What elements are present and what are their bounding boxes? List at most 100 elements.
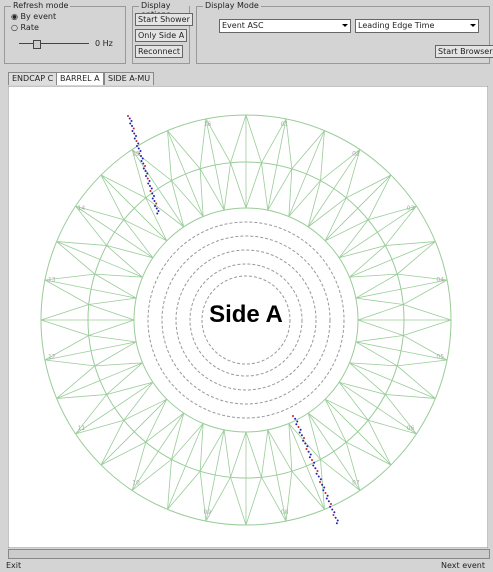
mesh-cell <box>349 241 448 299</box>
button[interactable]: Start Browser <box>435 45 493 58</box>
mesh-cell <box>100 399 185 491</box>
hit <box>305 448 308 450</box>
radio-label: Rate <box>20 23 39 32</box>
hit <box>332 514 335 516</box>
sector-label: 05 <box>436 354 444 361</box>
hit <box>146 177 149 180</box>
mesh-cell <box>355 319 452 361</box>
select[interactable]: Leading Edge Time <box>355 19 479 33</box>
mesh-cell <box>324 174 417 259</box>
button[interactable]: Reconnect <box>135 45 184 58</box>
hit <box>306 445 309 448</box>
hit <box>129 122 132 125</box>
mesh-cell <box>205 429 247 526</box>
mesh-cell <box>339 362 436 435</box>
layer <box>147 221 345 419</box>
hit <box>140 155 142 157</box>
hit <box>140 160 143 162</box>
layer <box>201 275 291 365</box>
tab[interactable]: BARREL A <box>56 72 104 85</box>
hit <box>131 130 134 132</box>
mesh-cell <box>167 423 225 522</box>
mesh-cell <box>267 423 325 522</box>
hit <box>156 212 159 215</box>
hit <box>309 453 312 456</box>
hit <box>144 170 147 172</box>
hit <box>294 417 297 420</box>
sector-label: 07 <box>352 480 360 487</box>
hit <box>319 478 322 481</box>
mesh-cell <box>131 413 204 510</box>
mesh-cell <box>131 130 204 228</box>
hit <box>319 481 321 483</box>
sector-label: 14 <box>78 205 86 212</box>
hit <box>138 152 141 155</box>
display-mode-panel: Display Mode Event ASC Leading Edge Time… <box>196 1 493 64</box>
layer <box>161 235 331 405</box>
mesh-cell <box>245 114 287 211</box>
panel-title: Refresh mode <box>11 1 71 10</box>
tab[interactable]: ENDCAP C <box>8 72 58 85</box>
mesh-cell <box>100 149 185 242</box>
hit <box>137 142 140 145</box>
hit <box>127 115 129 117</box>
mesh-cell <box>56 205 153 278</box>
hit <box>135 140 138 142</box>
hit <box>141 157 144 160</box>
hit <box>292 415 294 417</box>
hit <box>149 185 151 187</box>
mesh-cell <box>349 341 448 399</box>
hit <box>148 180 151 182</box>
hit <box>132 127 135 130</box>
mesh-cell <box>307 149 392 241</box>
hit <box>315 472 318 475</box>
sector-label: 15 <box>132 150 140 157</box>
hit <box>326 494 329 497</box>
mesh-cell <box>56 362 154 435</box>
tab[interactable]: SIDE A-MU <box>104 72 155 85</box>
event-canvas: Side A 01 02 03 04 05 06 07 08 09 10 11 12 13 14 15 16 <box>8 86 488 548</box>
hit <box>329 505 332 508</box>
mesh-cell <box>288 130 361 227</box>
hit <box>311 459 313 461</box>
scrollbar[interactable] <box>8 549 490 559</box>
radio-by-event[interactable]: ◉ By event <box>11 12 57 21</box>
hit <box>297 426 300 428</box>
hit <box>296 420 299 423</box>
hit <box>146 172 149 175</box>
mesh-cell <box>288 412 361 510</box>
hit <box>142 167 145 170</box>
hit <box>298 431 301 434</box>
hit <box>325 497 328 500</box>
hit <box>333 511 336 514</box>
hit <box>149 190 152 192</box>
hit <box>153 200 156 202</box>
hit <box>295 423 298 426</box>
hit <box>331 508 334 511</box>
sector-label: 11 <box>78 425 86 432</box>
sector-label: 10 <box>132 480 140 487</box>
button[interactable]: Start Shower <box>135 13 193 26</box>
mesh-cell <box>325 381 417 466</box>
button[interactable]: Only Side A <box>135 29 188 42</box>
mesh-cell <box>75 381 168 466</box>
radio-rate[interactable]: ○ Rate <box>11 23 39 32</box>
mesh-cell <box>338 205 436 278</box>
sector-label: 04 <box>436 276 444 283</box>
hit <box>131 125 133 127</box>
hit <box>313 461 316 464</box>
rate-slider[interactable] <box>19 40 89 49</box>
hit <box>155 202 158 205</box>
hit <box>322 489 325 492</box>
hit <box>334 516 337 519</box>
hit <box>299 428 302 431</box>
hit <box>153 195 155 197</box>
hit <box>317 475 320 478</box>
hit <box>150 187 153 190</box>
hit <box>133 137 136 140</box>
mesh-cell <box>40 319 137 361</box>
sector-label: 16 <box>204 121 212 128</box>
rate-value: 0 Hz <box>95 39 113 48</box>
select[interactable]: Event ASC <box>219 19 351 33</box>
hit <box>145 175 147 177</box>
